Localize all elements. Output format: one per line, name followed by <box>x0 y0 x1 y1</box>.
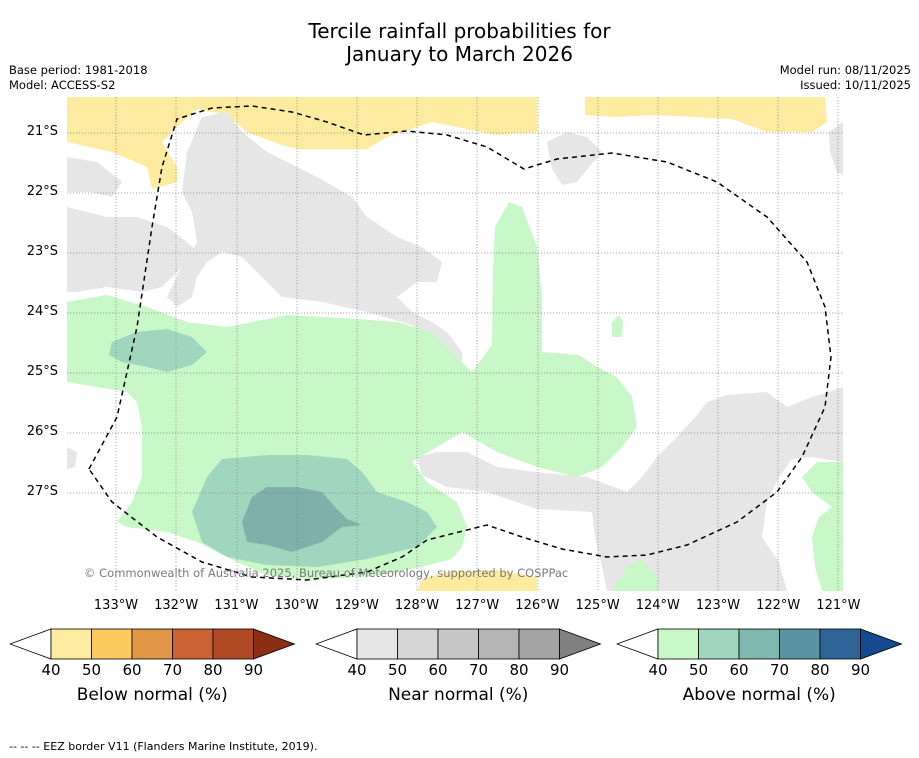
colorbar-title: Below normal (%) <box>76 685 228 705</box>
colorbar-tick-label: 50 <box>688 661 709 679</box>
metadata-left: Base period: 1981-2018 Model: ACCESS-S2 <box>9 63 148 93</box>
colorbar-tick-label: 60 <box>428 661 448 679</box>
colorbar-tick-label: 90 <box>243 661 264 679</box>
colorbar-bin <box>131 628 173 660</box>
colorbar-bin <box>779 628 821 660</box>
colorbar-tick-label: 70 <box>162 661 183 679</box>
colorbar-tick-label: 40 <box>41 661 61 679</box>
colorbar-bin <box>698 628 740 660</box>
latitude-label: 27°S <box>26 484 58 499</box>
title-line-1: Tercile rainfall probabilities for <box>308 19 611 43</box>
longitude-label: 132°W <box>154 598 199 613</box>
colorbar-tick-label: 80 <box>810 661 830 679</box>
colorbar-tick-label: 60 <box>122 661 142 679</box>
eez-border <box>88 105 832 581</box>
below-normal-region-northeast <box>585 97 827 132</box>
longitude-label: 129°W <box>334 598 379 613</box>
latitude-label: 25°S <box>26 364 58 379</box>
colorbar-bin <box>91 628 133 660</box>
colorbar-min-arrow <box>616 628 659 660</box>
near-normal-region-south <box>417 387 843 591</box>
near-normal-region-ne-blob <box>547 132 602 185</box>
issued-date: Issued: 10/11/2025 <box>800 78 911 92</box>
eez-footer-note: -- -- -- EEZ border V11 (Flanders Marine… <box>9 740 318 753</box>
above-60-region <box>242 487 362 552</box>
colorbar-bin <box>738 628 780 660</box>
latitude-label: 24°S <box>26 304 58 319</box>
colorbar-bin <box>50 628 92 660</box>
model-run: Model run: 08/11/2025 <box>779 63 911 77</box>
longitude-label: 121°W <box>816 598 861 613</box>
colorbar-max-arrow <box>253 628 296 660</box>
above-normal-region-se <box>612 559 657 591</box>
colorbar-max-arrow <box>559 628 602 660</box>
base-period: Base period: 1981-2018 <box>9 63 148 77</box>
near-normal-region-west <box>67 157 122 197</box>
colorbar <box>616 628 903 660</box>
colorbar <box>9 628 296 660</box>
copyright-notice: © Commonwealth of Australia 2025, Bureau… <box>84 566 569 580</box>
colorbar-title: Near normal (%) <box>388 685 529 705</box>
model-name: Model: ACCESS-S2 <box>9 78 116 92</box>
latitude-label: 26°S <box>26 424 58 439</box>
probability-map <box>67 97 843 591</box>
below-normal-region-north <box>67 97 537 189</box>
colorbar-tick-label: 40 <box>347 661 367 679</box>
colorbar-bin <box>478 628 520 660</box>
title-line-2: January to March 2026 <box>346 42 573 66</box>
longitude-label: 125°W <box>575 598 620 613</box>
colorbar-tick-label: 80 <box>203 661 223 679</box>
above-normal-region-small <box>612 315 623 337</box>
colorbar-bin <box>437 628 479 660</box>
latitude-label: 21°S <box>26 124 58 139</box>
longitude-label: 130°W <box>274 598 319 613</box>
near-normal-region-central <box>67 207 197 292</box>
colorbar-tick-label: 60 <box>729 661 749 679</box>
near-normal-region-north-band <box>167 112 462 369</box>
longitude-label: 122°W <box>756 598 801 613</box>
longitude-label: 123°W <box>695 598 741 613</box>
colorbar-bin <box>518 628 560 660</box>
colorbar-max-arrow <box>860 628 903 660</box>
colorbar-tick-label: 50 <box>81 661 102 679</box>
gridlines <box>67 97 843 591</box>
colorbar-tick-label: 90 <box>549 661 570 679</box>
latitude-label: 22°S <box>26 184 58 199</box>
longitude-label: 124°W <box>635 598 680 613</box>
colorbar-tick-label: 40 <box>648 661 668 679</box>
colorbar <box>315 628 602 660</box>
colorbar-min-arrow <box>315 628 358 660</box>
longitude-label: 127°W <box>455 598 500 613</box>
colorbar-tick-label: 90 <box>850 661 871 679</box>
colorbar-tick-label: 50 <box>387 661 408 679</box>
colorbar-tick-label: 80 <box>509 661 529 679</box>
colorbar-bin <box>819 628 861 660</box>
colorbar-title: Above normal (%) <box>682 685 836 705</box>
colorbar-tick-label: 70 <box>468 661 489 679</box>
longitude-label: 128°W <box>394 598 440 613</box>
colorbar-bin <box>356 628 398 660</box>
colorbar-bin <box>397 628 439 660</box>
latitude-label: 23°S <box>26 244 58 259</box>
near-normal-region-sw-edge <box>67 447 77 469</box>
colorbar-tick-label: 70 <box>769 661 790 679</box>
longitude-label: 131°W <box>214 598 259 613</box>
above-normal-region-east <box>802 462 843 591</box>
colorbar-bin <box>657 628 699 660</box>
metadata-right: Model run: 08/11/2025 Issued: 10/11/2025 <box>780 63 911 93</box>
near-normal-region-ne-edge <box>829 122 843 175</box>
colorbar-bin <box>212 628 254 660</box>
longitude-label: 133°W <box>93 598 139 613</box>
colorbar-min-arrow <box>9 628 52 660</box>
colorbar-bin <box>172 628 214 660</box>
longitude-label: 126°W <box>515 598 560 613</box>
